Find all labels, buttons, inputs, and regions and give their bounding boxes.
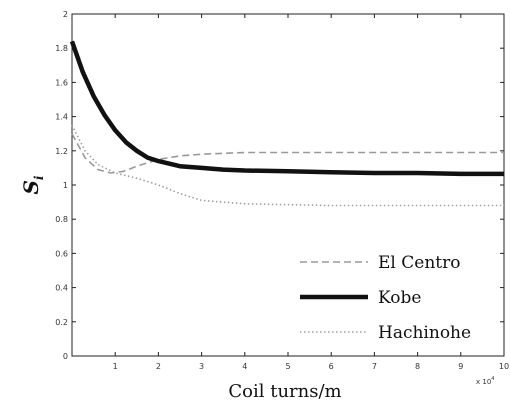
legend-label-hachinohe: Hachinohe	[378, 323, 471, 343]
legend-label-el-centro: El Centro	[378, 253, 460, 273]
y-tick-label: 0.8	[55, 215, 68, 224]
y-tick-label: 2	[63, 10, 68, 19]
x-axis-multiplier-exponent: 4	[491, 376, 494, 382]
x-tick-label: 5	[285, 362, 290, 371]
y-tick-label: 1.8	[55, 44, 68, 53]
x-tick-label: 7	[372, 362, 377, 371]
x-tick-label: 10	[499, 362, 509, 371]
y-tick-label: 1.2	[55, 147, 68, 156]
axis-ticks: 0 0.2 0.4 0.6 0.8 1 1.2 1.4 1.6 1.8 2 1 2 3 4 5 6 7 8 9 10	[55, 10, 509, 371]
y-axis-label-main: S	[19, 180, 43, 194]
x-tick-label: 9	[458, 362, 463, 371]
y-axis-label: Si	[19, 175, 46, 194]
x-tick-label: 3	[199, 362, 204, 371]
y-axis-label-subscript: i	[32, 175, 46, 180]
x-axis-multiplier-base: x 10	[476, 378, 491, 386]
x-axis-label: Coil turns/m	[228, 381, 341, 402]
x-tick-label: 1	[113, 362, 118, 371]
y-tick-label: 0.4	[55, 284, 68, 293]
series-line-el-centro	[71, 133, 504, 174]
legend: El Centro Kobe Hachinohe	[300, 253, 471, 343]
series-line-kobe	[69, 40, 504, 177]
series-line-hachinohe	[71, 124, 504, 207]
series-layer	[69, 40, 504, 207]
y-tick-label: 1	[63, 181, 68, 190]
x-axis-multiplier: x 104	[476, 376, 494, 386]
y-tick-label: 1.6	[55, 78, 68, 87]
y-tick-label: 0.2	[55, 318, 68, 327]
y-tick-label: 0.6	[55, 249, 68, 258]
x-tick-label: 6	[329, 362, 334, 371]
plot-area-frame	[71, 13, 505, 357]
x-tick-label: 8	[415, 362, 420, 371]
y-tick-label: 0	[63, 352, 68, 361]
x-tick-label: 4	[242, 362, 247, 371]
x-tick-label: 2	[156, 362, 161, 371]
y-tick-label: 1.4	[55, 113, 68, 122]
legend-label-kobe: Kobe	[378, 288, 421, 308]
